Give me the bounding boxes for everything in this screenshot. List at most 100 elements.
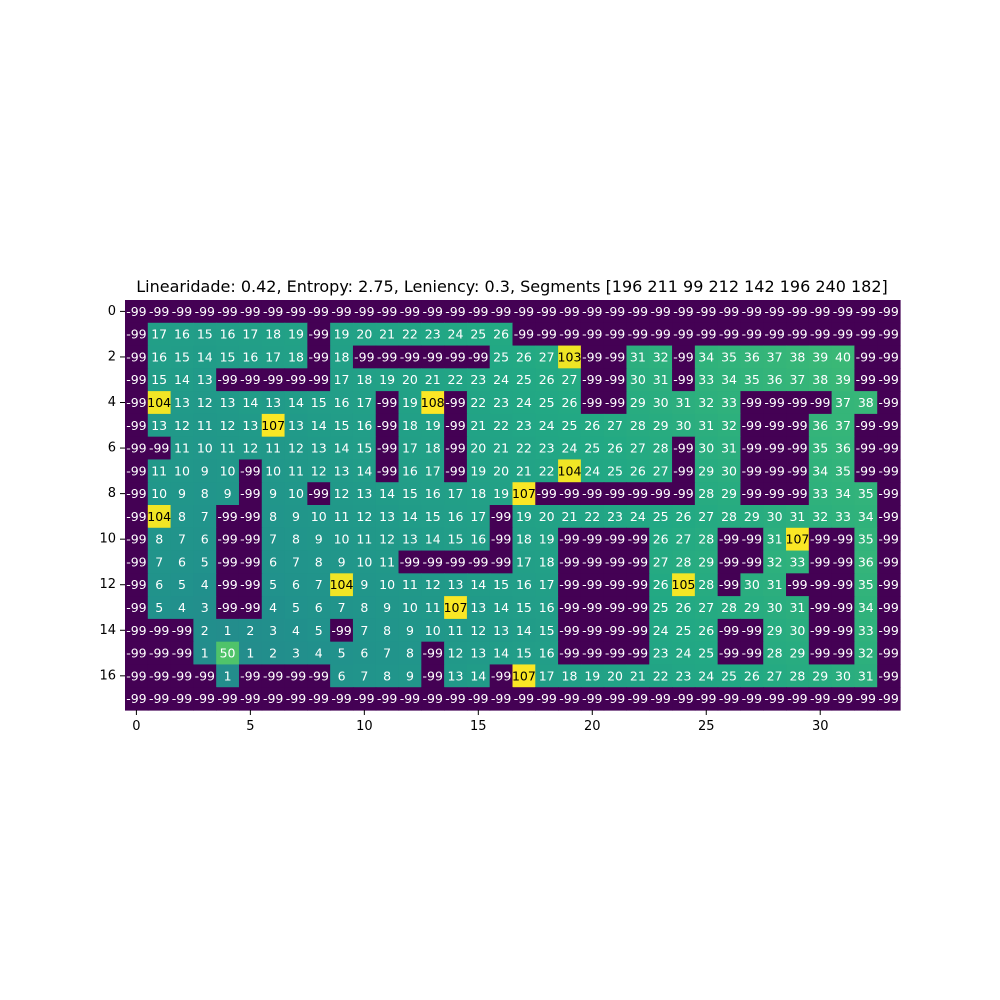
heatmap-cell <box>125 345 149 369</box>
cell-value-label: 24 <box>584 463 600 478</box>
heatmap-cell <box>147 618 172 643</box>
heatmap-cell <box>284 345 308 369</box>
heatmap-cell <box>877 368 901 392</box>
cell-value-label: 18 <box>334 349 350 364</box>
heatmap-cell <box>375 345 400 369</box>
heatmap-cell <box>877 482 901 506</box>
cell-value-label: -99 <box>582 395 602 410</box>
cell-value-label: 26 <box>653 577 669 592</box>
cell-value-label: -99 <box>400 691 420 706</box>
heatmap-cell <box>125 573 149 597</box>
cell-value-label: 4 <box>178 600 186 615</box>
heatmap-cell <box>398 664 422 688</box>
heatmap-cell <box>261 322 286 347</box>
heatmap-cell <box>763 391 787 415</box>
heatmap-cell <box>216 527 240 552</box>
cell-value-label: 25 <box>653 509 669 524</box>
heatmap-cell <box>489 641 514 666</box>
cell-value-label: 13 <box>448 668 464 683</box>
heatmap-cell <box>649 618 673 643</box>
cell-value-label: -99 <box>833 577 853 592</box>
heatmap-cell <box>193 505 217 529</box>
heatmap-cell <box>238 505 263 529</box>
heatmap-cell <box>512 596 536 620</box>
cell-value-label: 20 <box>356 327 372 342</box>
heatmap-cell <box>512 436 536 461</box>
heatmap-cell <box>170 482 194 506</box>
heatmap-cell <box>831 641 856 666</box>
cell-value-label: 6 <box>292 577 300 592</box>
heatmap-cell <box>535 300 559 324</box>
heatmap-cell <box>238 482 263 506</box>
cell-value-label: 30 <box>789 623 805 638</box>
cell-value-label: -99 <box>172 668 192 683</box>
cell-value-label: -99 <box>172 691 192 706</box>
cell-value-label: -99 <box>217 554 237 569</box>
cell-value-label: 27 <box>630 441 646 456</box>
cell-value-label: 7 <box>315 577 323 592</box>
heatmap-cell <box>854 391 878 415</box>
cell-value-label: -99 <box>628 600 648 615</box>
heatmap-cell <box>558 413 582 438</box>
heatmap-cell <box>307 436 331 461</box>
cell-value-labels: -99 -99 -99 -99 -99 -99 -99 -99 -99 -99 -99 -99 -99 -… <box>126 304 899 706</box>
heatmap-cell <box>854 505 878 529</box>
heatmap-cell <box>763 300 787 324</box>
heatmap-cell <box>398 391 422 415</box>
heatmap-cell <box>444 300 468 324</box>
heatmap-cell <box>375 505 400 529</box>
heatmap-cell <box>580 618 605 643</box>
heatmap-cell <box>170 596 194 620</box>
cell-value-label: 13 <box>356 486 372 501</box>
heatmap-cell <box>284 664 308 688</box>
heatmap-cell <box>352 596 377 620</box>
cell-value-label: -99 <box>696 304 716 319</box>
heatmap-cell <box>352 300 377 324</box>
cell-value-label: 32 <box>812 509 828 524</box>
heatmap-cell <box>444 482 468 506</box>
heatmap-cell <box>603 345 628 369</box>
heatmap-cell <box>808 300 833 324</box>
heatmap-cell <box>238 459 263 483</box>
heatmap-cell <box>763 618 787 643</box>
heatmap-cell <box>444 550 468 574</box>
heatmap-cell <box>444 391 468 415</box>
cell-value-label: -99 <box>514 304 534 319</box>
heatmap-cell <box>649 368 673 392</box>
heatmap-cell <box>170 664 194 688</box>
cell-value-label: 35 <box>744 372 760 387</box>
cell-value-label: -99 <box>582 646 602 661</box>
cell-value-label: 33 <box>835 509 851 524</box>
heatmap-cell <box>216 687 240 711</box>
heatmap-cell <box>854 550 878 574</box>
cell-value-label: 23 <box>493 395 509 410</box>
cell-value-label: 21 <box>425 372 441 387</box>
cell-value-label: 34 <box>698 349 714 364</box>
heatmap-cell <box>808 664 833 688</box>
cell-value-label: 32 <box>858 646 874 661</box>
cell-value-label: -99 <box>377 349 397 364</box>
cell-value-label: 18 <box>425 441 441 456</box>
heatmap-cell <box>580 345 605 369</box>
cell-value-label: -99 <box>719 577 739 592</box>
heatmap-cell <box>649 436 673 461</box>
cell-value-label: 19 <box>402 395 418 410</box>
heatmap-cell <box>535 687 559 711</box>
heatmap-cell <box>672 641 696 666</box>
heatmap-cell <box>580 596 605 620</box>
heatmap-cell <box>398 573 422 597</box>
cell-value-label: 12 <box>379 532 395 547</box>
heatmap-cell <box>786 505 810 529</box>
cell-value-label: -99 <box>240 600 260 615</box>
cell-value-label: 8 <box>269 509 277 524</box>
heatmap-cell <box>694 596 719 620</box>
cell-value-label: -99 <box>536 691 556 706</box>
cell-value-label: -99 <box>491 554 511 569</box>
cell-value-label: 25 <box>562 418 578 433</box>
heatmap-cell <box>763 664 787 688</box>
heatmap-cell <box>763 345 787 369</box>
heatmap-cell <box>580 527 605 552</box>
heatmap-cell <box>694 436 719 461</box>
cell-value-label: 11 <box>334 509 350 524</box>
heatmap-cell <box>717 618 742 643</box>
